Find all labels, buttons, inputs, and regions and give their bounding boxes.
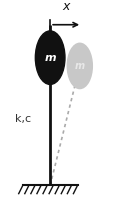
Text: x: x (62, 0, 69, 13)
Text: k,c: k,c (15, 115, 31, 124)
Text: m: m (44, 53, 55, 63)
Text: m: m (74, 61, 84, 71)
Circle shape (67, 43, 92, 89)
Circle shape (35, 31, 64, 84)
